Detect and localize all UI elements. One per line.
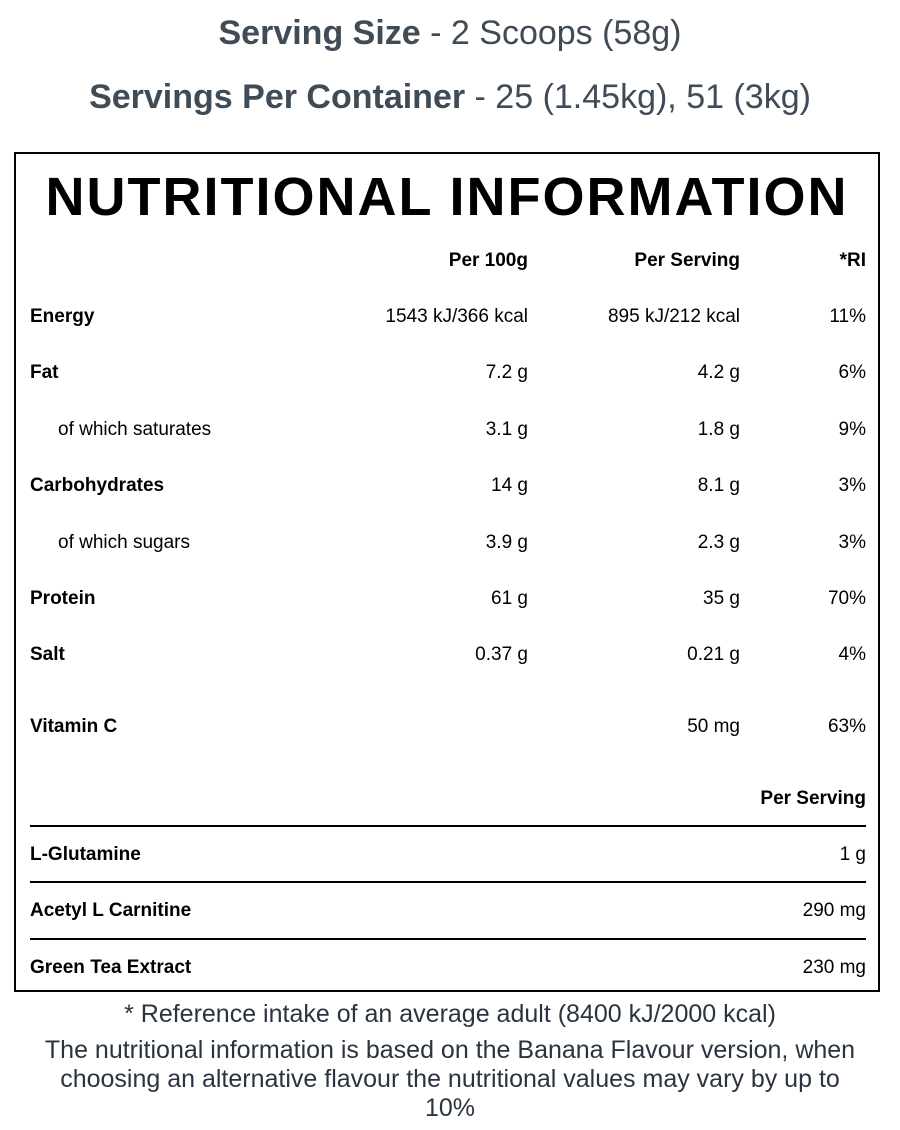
row-saturates-perserving: 1.8 g bbox=[697, 419, 740, 440]
row-sugars-per100: 3.9 g bbox=[485, 532, 528, 553]
row-salt-per100: 0.37 g bbox=[475, 644, 528, 665]
row-label-salt: Salt bbox=[30, 644, 65, 665]
row-sugars-perserving: 2.3 g bbox=[697, 532, 740, 553]
row-saturates-ri: 9% bbox=[838, 419, 866, 440]
row-protein-perserving: 35 g bbox=[703, 588, 740, 609]
nutrition-panel: NUTRITIONAL INFORMATION Per 100g Per Ser… bbox=[14, 152, 880, 992]
col-header-per100: Per 100g bbox=[448, 250, 528, 271]
extra-value-acetyl-l-carnitine: 290 mg bbox=[802, 900, 866, 921]
row-protein-ri: 70% bbox=[827, 588, 866, 609]
row-label-protein: Protein bbox=[30, 588, 96, 609]
row-sugars-ri: 3% bbox=[838, 532, 866, 553]
extra-value-green-tea-extract: 230 mg bbox=[802, 957, 866, 978]
row-carbohydrates-per100: 14 g bbox=[491, 475, 528, 496]
extra-value-l-glutamine: 1 g bbox=[839, 844, 866, 865]
row-carbohydrates-perserving: 8.1 g bbox=[697, 475, 740, 496]
extras-header-perserving: Per Serving bbox=[760, 788, 866, 809]
row-saturates-per100: 3.1 g bbox=[485, 419, 528, 440]
row-carbohydrates-ri: 3% bbox=[838, 475, 866, 496]
col-header-ri: *RI bbox=[839, 250, 866, 271]
extra-label-acetyl-l-carnitine: Acetyl L Carnitine bbox=[30, 900, 192, 921]
row-salt-perserving: 0.21 g bbox=[687, 644, 740, 665]
extra-label-l-glutamine: L-Glutamine bbox=[30, 844, 141, 865]
row-fat-ri: 6% bbox=[838, 362, 866, 383]
row-fat-per100: 7.2 g bbox=[485, 362, 528, 383]
row-label-saturates: of which saturates bbox=[58, 419, 212, 440]
servings-per-container-label: Servings Per Container bbox=[89, 78, 466, 116]
servings-per-container-value: - 25 (1.45kg), 51 (3kg) bbox=[465, 78, 811, 116]
row-label-carbohydrates: Carbohydrates bbox=[30, 475, 165, 496]
panel-title: NUTRITIONAL INFORMATION bbox=[45, 167, 849, 227]
divider bbox=[30, 938, 866, 940]
row-energy-per100: 1543 kJ/366 kcal bbox=[385, 306, 528, 327]
row-energy-ri: 11% bbox=[829, 306, 866, 327]
col-header-perserving: Per Serving bbox=[634, 250, 740, 271]
serving-size-label: Serving Size bbox=[218, 14, 421, 52]
row-label-fat: Fat bbox=[30, 362, 59, 383]
row-vitamin-c-perserving: 50 mg bbox=[687, 716, 740, 737]
reference-intake-note: * Reference intake of an average adult (… bbox=[124, 1000, 776, 1028]
row-label-vitamin-c: Vitamin C bbox=[30, 716, 118, 737]
row-label-sugars: of which sugars bbox=[58, 532, 191, 553]
flavour-note: The nutritional information is based on … bbox=[44, 1036, 856, 1122]
serving-size-value: - 2 Scoops (58g) bbox=[420, 14, 682, 52]
row-salt-ri: 4% bbox=[838, 644, 866, 665]
servings-per-container-line: Servings Per Container - 25 (1.45kg), 51… bbox=[0, 78, 900, 117]
row-label-energy: Energy bbox=[30, 306, 95, 327]
row-energy-perserving: 895 kJ/212 kcal bbox=[607, 306, 740, 327]
row-fat-perserving: 4.2 g bbox=[697, 362, 740, 383]
extra-label-green-tea-extract: Green Tea Extract bbox=[30, 957, 192, 978]
row-vitamin-c-ri: 63% bbox=[827, 716, 866, 737]
divider bbox=[30, 881, 866, 883]
row-protein-per100: 61 g bbox=[491, 588, 528, 609]
divider bbox=[30, 825, 866, 827]
serving-size-line: Serving Size - 2 Scoops (58g) bbox=[0, 14, 900, 53]
